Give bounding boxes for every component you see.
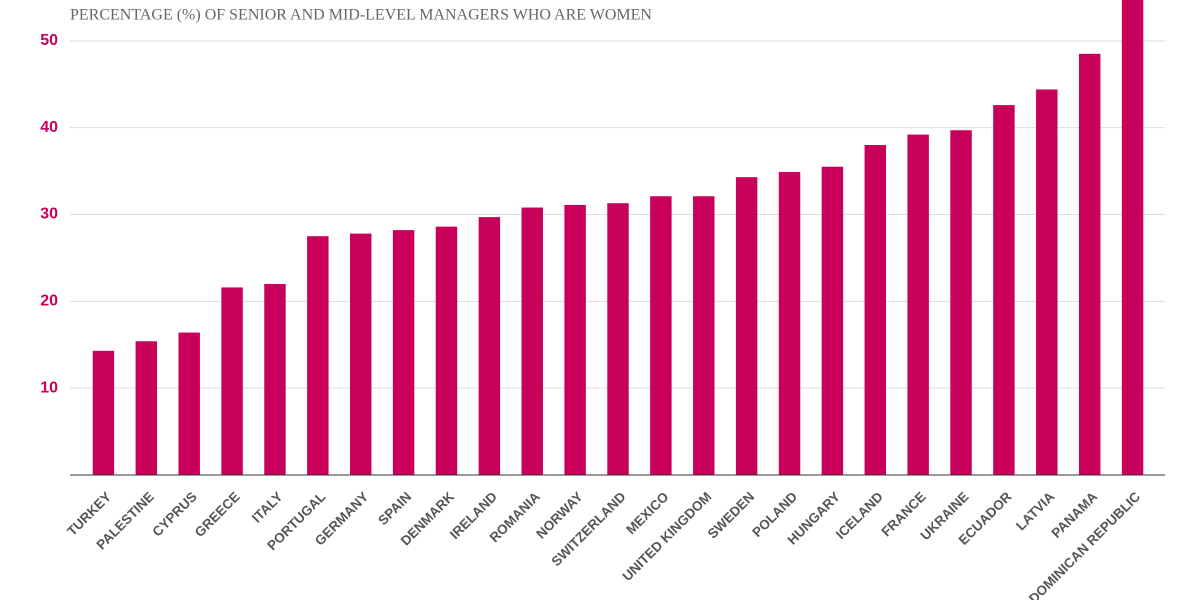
x-tick-label: GREECE	[192, 489, 243, 540]
bar	[821, 166, 844, 475]
x-tick-label: ITALY	[249, 489, 286, 526]
bar	[693, 196, 715, 475]
bar	[778, 171, 801, 475]
bar	[607, 203, 629, 475]
bar	[435, 226, 458, 475]
y-tick-label: 40	[40, 119, 58, 136]
bar	[478, 217, 501, 475]
bar	[1036, 89, 1058, 475]
x-tick-label: SPAIN	[375, 489, 414, 528]
y-tick-label: 20	[40, 293, 58, 310]
bar	[521, 207, 543, 475]
bar	[264, 283, 286, 475]
y-tick-label: 30	[40, 206, 58, 223]
chart-title: PERCENTAGE (%) OF SENIOR AND MID-LEVEL M…	[70, 7, 652, 24]
bar	[1078, 53, 1101, 476]
x-tick-label: ICELAND	[833, 489, 886, 542]
bar	[92, 350, 115, 475]
x-tick-label: SWITZERLAND	[549, 489, 629, 569]
bar	[650, 196, 672, 475]
x-tick-label: CYPRUS	[149, 489, 199, 539]
bar	[735, 177, 758, 476]
bar	[864, 145, 886, 475]
bar	[993, 105, 1015, 476]
bar	[135, 341, 158, 475]
bar	[907, 134, 929, 475]
bar	[221, 287, 243, 475]
bar	[307, 236, 329, 475]
bars	[92, 0, 1144, 476]
x-tick-label: SWEDEN	[705, 489, 758, 542]
bar	[178, 332, 200, 475]
bar	[1121, 0, 1144, 475]
y-tick-label: 50	[40, 32, 58, 49]
bar	[564, 204, 586, 475]
bar	[950, 130, 972, 476]
y-tick-label: 10	[40, 379, 58, 396]
bar	[350, 233, 372, 475]
bar	[392, 230, 415, 475]
